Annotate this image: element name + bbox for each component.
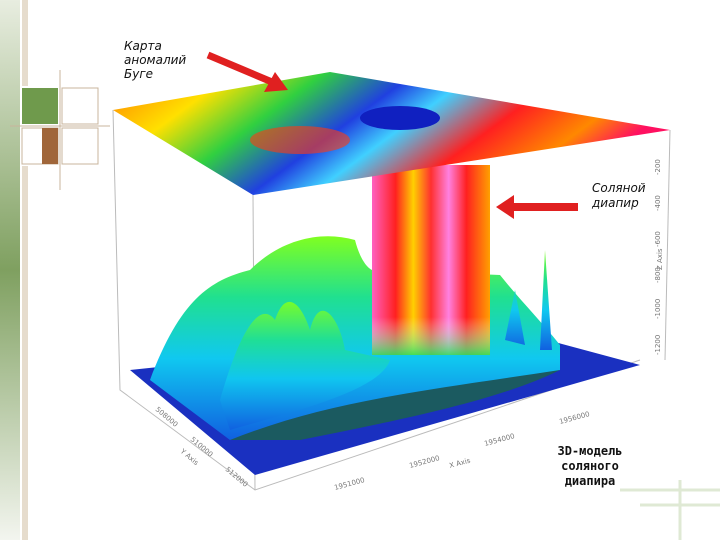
box-edge (664, 129, 671, 361)
side-band (0, 0, 20, 540)
z-tick-label: -400 (654, 195, 662, 211)
plane-anomaly (250, 126, 350, 154)
diapir-column-base (372, 165, 490, 355)
diapir-label: Соляной диапир (591, 181, 646, 210)
arrow (206, 51, 288, 92)
surface-peaks (505, 250, 552, 350)
x-tick-label: 1952000 (408, 454, 440, 470)
arrow (496, 195, 578, 219)
x-tick-label: 1956000 (558, 410, 590, 426)
y-tick-label: 508000 (154, 405, 180, 428)
corner-deco (620, 480, 720, 540)
z-tick-label: -200 (654, 159, 662, 175)
model-label: 3D-модель соляного диапира (557, 444, 622, 488)
plot-3d (112, 72, 671, 491)
x-tick-label: 1951000 (333, 476, 365, 492)
bouguer-plane (113, 72, 670, 195)
logo (10, 70, 110, 190)
x-axis-label: X Axis (448, 457, 471, 470)
plane-anomaly (360, 106, 440, 130)
y-axis-label: Y Axis (178, 447, 200, 468)
bouguer-label: Карта аномалий Буге (124, 39, 186, 81)
x-tick-label: 1954000 (483, 432, 515, 448)
z-tick-label: -1000 (654, 299, 662, 319)
surface-shadow (230, 370, 560, 440)
z-tick-label: -800 (654, 267, 662, 283)
box-edge (112, 109, 641, 491)
surface-hills (220, 301, 390, 430)
side-stripe (22, 0, 28, 540)
z-axis-label: Z Axis (656, 248, 664, 270)
z-tick-label: -1200 (654, 335, 662, 355)
z-tick-label: -600 (654, 231, 662, 247)
y-tick-label: 512000 (224, 465, 250, 488)
